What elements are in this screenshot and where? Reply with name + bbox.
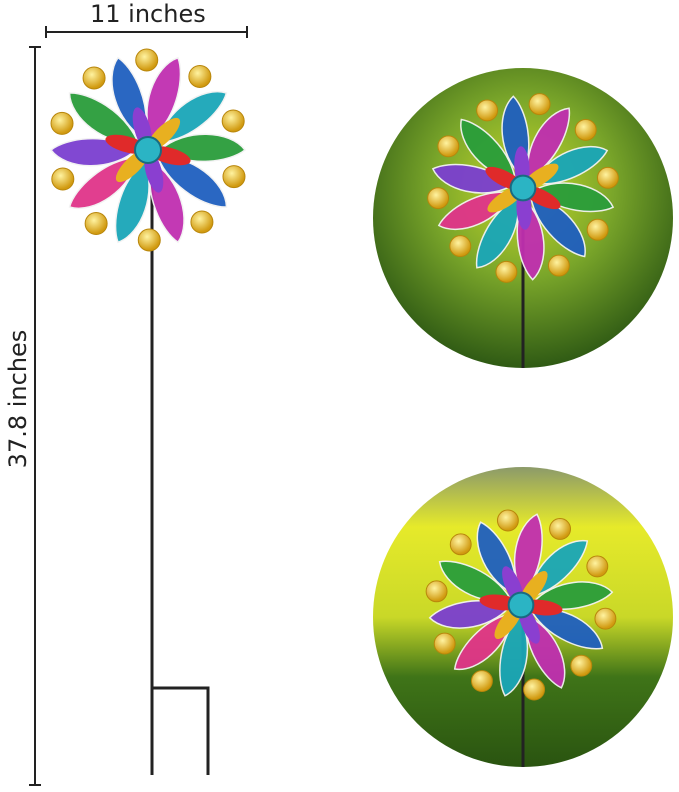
glass-ball (433, 632, 456, 655)
glass-ball (586, 555, 609, 578)
glass-ball (188, 64, 212, 88)
glass-ball (495, 260, 518, 283)
glass-ball (82, 66, 106, 90)
glass-ball (437, 135, 460, 158)
glass-ball (476, 99, 499, 122)
outer-petal (526, 107, 571, 180)
glass-ball (470, 670, 493, 693)
glass-ball (449, 533, 472, 556)
outer-petal (475, 196, 520, 269)
stake (150, 150, 210, 775)
glass-ball (135, 48, 159, 72)
outer-petal (114, 160, 150, 244)
glass-ball (523, 678, 546, 701)
glass-ball (51, 167, 75, 191)
center-hub (134, 136, 162, 164)
glass-ball (570, 654, 593, 677)
glass-ball (190, 210, 214, 234)
glass-ball (137, 228, 161, 252)
glass-ball (594, 607, 617, 630)
glass-ball (427, 187, 450, 210)
glass-ball (596, 166, 619, 189)
photo-circle-top (373, 68, 673, 368)
glass-ball (222, 165, 246, 189)
glass-ball (496, 509, 519, 532)
glass-ball (586, 218, 609, 241)
glass-ball (50, 111, 74, 135)
outer-petal (146, 56, 182, 140)
height-dimension-line (29, 46, 41, 786)
glass-ball (549, 517, 572, 540)
width-dimension-label: 11 inches (90, 0, 206, 28)
glass-ball (425, 580, 448, 603)
glass-ball (221, 109, 245, 133)
outer-petal (513, 513, 543, 596)
glass-ball (84, 212, 108, 236)
photo-circle-bottom (373, 467, 673, 767)
glass-ball (574, 118, 597, 141)
glass-ball (547, 254, 570, 277)
outer-petal (499, 614, 529, 697)
center-hub (507, 591, 535, 619)
width-dimension-line (45, 26, 248, 38)
pinwheel-main (49, 48, 247, 252)
center-hub (509, 174, 537, 202)
glass-ball (528, 93, 551, 116)
glass-ball (449, 235, 472, 258)
